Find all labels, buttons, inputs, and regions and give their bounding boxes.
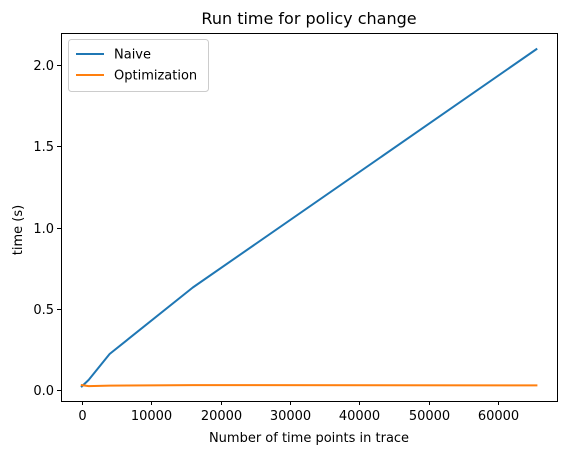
axes-layer: [61, 33, 558, 402]
y-axis-title: time (s): [11, 205, 26, 255]
x-tick-label: 50000: [409, 409, 450, 424]
series-line-naive: [80, 47, 538, 388]
y-tick-label: 2.0: [33, 59, 54, 74]
y-tick-label: 1.0: [33, 222, 54, 237]
x-tick-label: 60000: [478, 409, 519, 424]
series-line-optimization: [80, 383, 538, 388]
x-tick-label: 10000: [131, 409, 172, 424]
chart-title: Run time for policy change: [201, 9, 416, 28]
y-axis-ticks: 0.0 0.5 1.0 1.5 2.0: [33, 59, 61, 399]
x-tick-label: 40000: [339, 409, 380, 424]
x-axis-ticks: 0 10000 20000 30000 40000 50000 60000: [78, 401, 519, 424]
plot-frame: [61, 33, 558, 402]
x-tick-label: 20000: [201, 409, 242, 424]
y-tick-label: 1.5: [33, 140, 54, 155]
legend-box: [68, 39, 209, 92]
x-tick-label: 0: [78, 409, 86, 424]
x-axis-title: Number of time points in trace: [209, 431, 409, 446]
y-tick-label: 0.5: [33, 303, 54, 318]
y-tick-label: 0.0: [33, 384, 54, 399]
x-tick-label: 30000: [270, 409, 311, 424]
legend-label: Optimization: [114, 69, 197, 84]
series-layer: [80, 47, 538, 388]
legend: Naive Optimization: [68, 39, 209, 92]
legend-label: Naive: [114, 48, 151, 63]
